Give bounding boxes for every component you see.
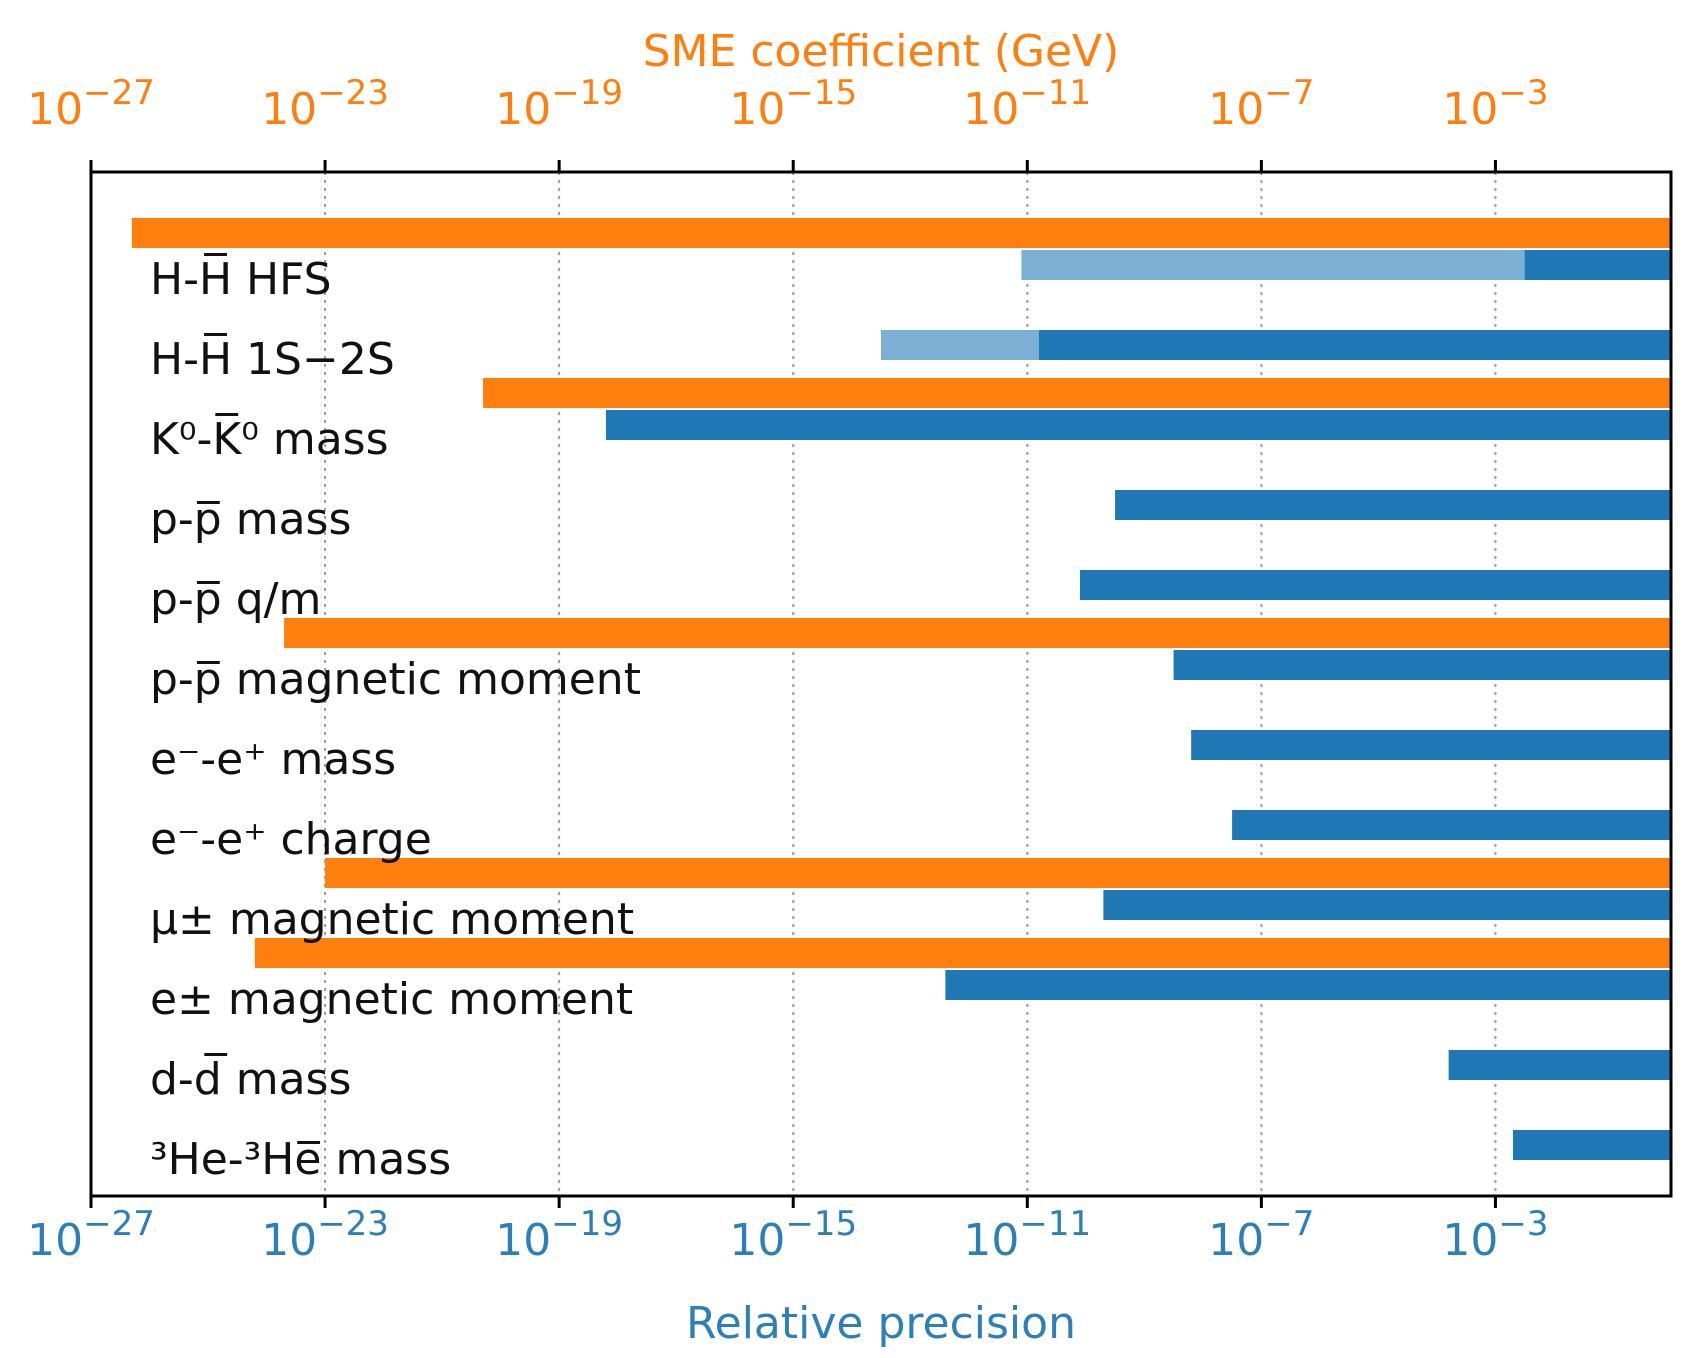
precision-bar: [1448, 1050, 1671, 1080]
top-tick-label: 10−11: [963, 73, 1091, 135]
plot-frame: [89, 170, 1673, 1198]
bottom-tick-label: 10−27: [27, 1204, 155, 1266]
top-tick-label: 10−23: [261, 73, 389, 135]
row-label: d-d̅ mass: [150, 1051, 351, 1105]
row-label: p-p̅ q/m: [150, 574, 321, 625]
precision-bar: [605, 410, 1672, 440]
row-label: μ± magnetic moment: [150, 894, 634, 945]
sme-bar: [483, 378, 1671, 408]
row-label: e⁻-e⁺ charge: [150, 814, 432, 865]
top-tick-label: 10−27: [27, 73, 155, 135]
bottom-tick-label: 10−23: [261, 1204, 389, 1266]
precision-bar: [1079, 570, 1671, 600]
top-tick-label: 10−3: [1442, 73, 1548, 135]
precision-bar: [1103, 890, 1671, 920]
row-label: e⁻-e⁺ mass: [150, 734, 396, 785]
precision-bar: [1039, 330, 1671, 360]
sme-bar: [131, 218, 1671, 248]
bottom-axis-title: Relative precision: [686, 1298, 1076, 1349]
bars: [131, 218, 1672, 1160]
precision-bar: [1524, 250, 1671, 280]
bottom-tick-label: 10−7: [1208, 1204, 1314, 1266]
row-label: H-H̅ 1S−2S: [150, 331, 395, 385]
precision-bar: [1232, 810, 1671, 840]
precision-bar: [1115, 490, 1671, 520]
precision-bar: [1191, 730, 1671, 760]
row-label: K⁰-K̅⁰ mass: [150, 411, 389, 465]
top-tick-label: 10−19: [495, 73, 623, 135]
bottom-tick-label: 10−19: [495, 1204, 623, 1266]
row-label: p-p̅ mass: [150, 494, 351, 545]
row-label: H-H̅ HFS: [150, 251, 332, 305]
sme-bar: [254, 938, 1672, 968]
row-labels: H-H̅ HFS H-H̅ 1S−2S K⁰-K̅⁰ mass p-p̅ mass p-…: [150, 251, 641, 1185]
bottom-tick-label: 10−15: [729, 1204, 857, 1266]
precision-bar: [1513, 1130, 1671, 1160]
sme-bar: [284, 618, 1672, 648]
precision-bar: [1173, 650, 1671, 680]
row-label: ³He-³He̅ mass: [150, 1134, 451, 1185]
bottom-tick-label: 10−3: [1442, 1204, 1548, 1266]
top-tick-label: 10−7: [1208, 73, 1314, 135]
top-tick-label: 10−15: [729, 73, 857, 135]
row-label: p-p̅ magnetic moment: [150, 654, 641, 705]
precision-bar: [945, 970, 1671, 1000]
sme-bar: [325, 858, 1671, 888]
row-label: e± magnetic moment: [150, 974, 633, 1025]
top-axis-title: SME coefficient (GeV): [643, 26, 1120, 77]
bottom-tick-label: 10−11: [963, 1204, 1091, 1266]
